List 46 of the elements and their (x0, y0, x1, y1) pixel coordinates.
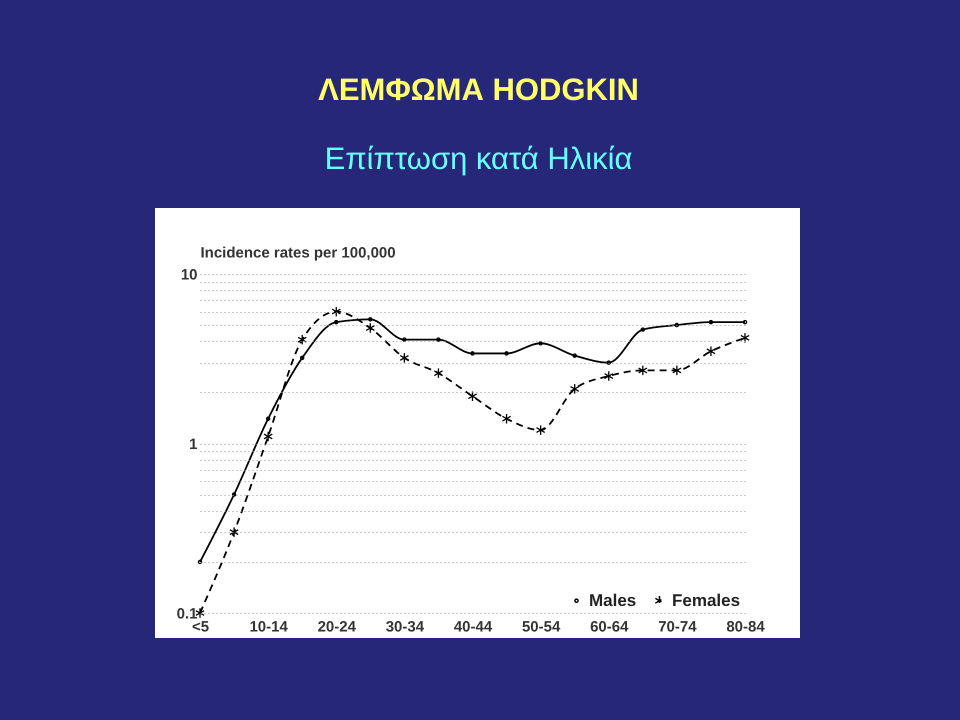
point (331, 306, 342, 317)
point (672, 364, 682, 376)
legend-label: Males (589, 590, 636, 610)
chart-subtitle: Επίπτωση κατά Ηλικία (324, 141, 632, 176)
point (297, 334, 307, 346)
point (640, 327, 646, 332)
point (570, 383, 580, 394)
point (638, 364, 648, 376)
point (708, 320, 714, 324)
point (706, 346, 716, 357)
point (368, 317, 373, 322)
x-tick-label: 30-34 (386, 618, 425, 636)
x-tick-label: 80-84 (726, 618, 766, 636)
point (436, 337, 441, 342)
point (300, 356, 304, 360)
point (536, 424, 546, 436)
point (604, 370, 614, 382)
point (263, 431, 273, 442)
x-tick-label: 20-24 (318, 618, 357, 636)
point (502, 413, 512, 424)
x-tick-label: 70-74 (658, 618, 698, 636)
point (538, 341, 543, 346)
point (334, 320, 338, 324)
point (468, 390, 478, 402)
point (674, 322, 680, 328)
x-tick-label: 50-54 (522, 618, 561, 636)
point (434, 368, 444, 379)
y-tick-label: 1 (189, 436, 198, 453)
point (740, 332, 750, 344)
x-tick-label: 10-14 (249, 618, 288, 636)
y-axis-title: Incidence rates per 100,000 (200, 244, 396, 262)
point (572, 353, 577, 358)
point (402, 337, 407, 342)
x-tick-label: 40-44 (454, 618, 493, 636)
point (504, 351, 509, 356)
point (366, 322, 376, 334)
point (606, 360, 611, 365)
legend-label: Females (672, 590, 740, 610)
point (232, 492, 236, 497)
point (229, 526, 239, 538)
point (470, 351, 475, 356)
x-tick-label: 60-64 (590, 618, 630, 636)
point (400, 352, 410, 364)
point (266, 416, 270, 421)
y-tick-label: 10 (180, 266, 198, 284)
chart-title: ΛΕΜΦΩΜΑ HODGKIN (318, 72, 639, 107)
